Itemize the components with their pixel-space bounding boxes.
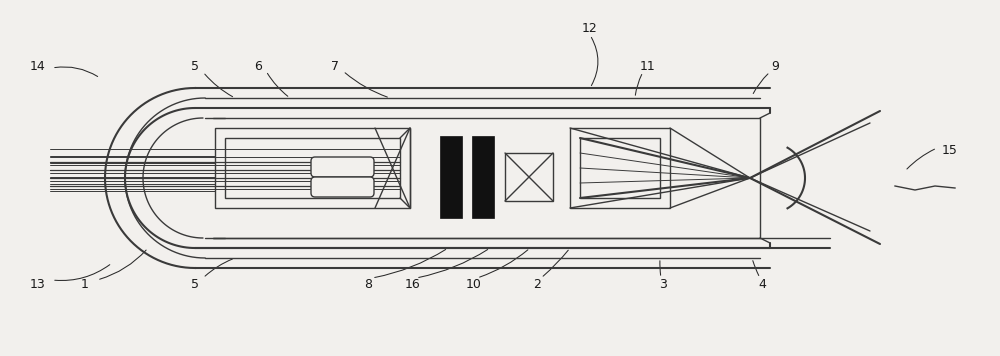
Text: 16: 16 — [405, 277, 421, 290]
Text: 15: 15 — [942, 145, 958, 157]
Text: 2: 2 — [533, 277, 541, 290]
Text: 5: 5 — [191, 59, 199, 73]
Text: 10: 10 — [466, 277, 482, 290]
Text: 9: 9 — [771, 59, 779, 73]
Bar — [580, 138, 660, 198]
Text: 12: 12 — [582, 21, 598, 35]
Text: 5: 5 — [191, 277, 199, 290]
Text: 13: 13 — [30, 277, 46, 290]
Text: 11: 11 — [640, 59, 656, 73]
Bar — [225, 138, 400, 198]
Bar — [440, 136, 462, 218]
Text: 4: 4 — [758, 277, 766, 290]
Text: 14: 14 — [30, 59, 46, 73]
FancyBboxPatch shape — [311, 177, 374, 197]
Text: 8: 8 — [364, 277, 372, 290]
Text: 6: 6 — [254, 59, 262, 73]
FancyBboxPatch shape — [311, 157, 374, 177]
Text: 3: 3 — [659, 277, 667, 290]
Text: 1: 1 — [81, 277, 89, 290]
Bar — [505, 153, 553, 201]
Text: 7: 7 — [331, 59, 339, 73]
Bar — [472, 136, 494, 218]
Bar — [570, 128, 670, 208]
Bar — [215, 128, 410, 208]
